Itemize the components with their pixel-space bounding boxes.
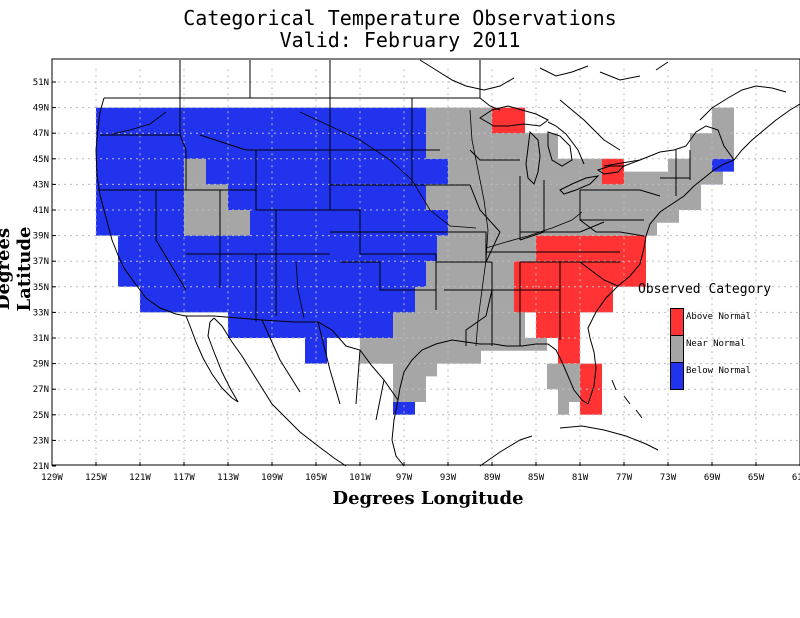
- columbia-river: [111, 111, 167, 135]
- y-tick-label: 25N: [33, 411, 49, 421]
- region-near-normal-7: [184, 158, 250, 236]
- lake-huron: [547, 131, 573, 167]
- x-tick-label: 77W: [616, 473, 633, 483]
- mexico-state-lines: [261, 319, 385, 421]
- x-tick-label: 65W: [748, 473, 765, 483]
- region-above-normal-10: [514, 235, 646, 415]
- mexico-gulf-coast: [391, 399, 405, 467]
- state-border-ne-ks: [330, 231, 436, 255]
- legend-label-near-normal: Near Normal: [686, 339, 746, 349]
- state-border-new-england: [660, 150, 691, 196]
- mississippi-river: [469, 109, 489, 347]
- missouri-river: [299, 111, 477, 229]
- ohio-river: [485, 211, 583, 249]
- x-tick-label: 93W: [440, 473, 457, 483]
- legend-title: Observed Category: [638, 282, 772, 297]
- hudson-bay-shore: [419, 59, 515, 91]
- state-border-va-wv: [579, 219, 645, 237]
- y-tick-label: 49N: [33, 104, 49, 114]
- us-mexico-border: [186, 315, 399, 401]
- state-border-co: [276, 209, 361, 254]
- y-tick-label: 41N: [33, 206, 49, 216]
- y-tick-label: 51N: [33, 78, 49, 88]
- state-border-sc: [579, 261, 619, 287]
- lake-erie: [559, 175, 600, 195]
- maritimes-coast: [733, 103, 800, 161]
- labrador-coast: [699, 85, 787, 121]
- y-tick-label: 31N: [33, 334, 49, 344]
- y-tick-label: 23N: [33, 436, 49, 446]
- legend: Observed Category Above Normal Near Norm…: [638, 282, 798, 390]
- x-tick-label: 129W: [41, 473, 63, 483]
- gulf-coastline: [397, 339, 589, 405]
- x-tick-label: 81W: [572, 473, 589, 483]
- legend-label-above-normal: Above Normal: [686, 312, 752, 322]
- canada-province-lines: [179, 60, 621, 151]
- x-tick-label: 73W: [660, 473, 677, 483]
- region-above-normal-9: [602, 158, 624, 185]
- baja-inner-coast: [207, 317, 239, 403]
- x-tick-label: 113W: [217, 473, 239, 483]
- x-tick-label: 121W: [129, 473, 151, 483]
- x-tick-label: 109W: [261, 473, 283, 483]
- lake-michigan: [525, 130, 541, 185]
- y-tick-label: 39N: [33, 232, 49, 242]
- legend-swatch-above-normal: [670, 308, 684, 336]
- x-tick-label: 117W: [173, 473, 195, 483]
- pacific-coastline: [95, 97, 239, 403]
- y-tick-label: 45N: [33, 155, 49, 165]
- x-tick-label: 61W: [792, 473, 800, 483]
- region-above-normal-8: [492, 107, 525, 134]
- legend-label-below-normal: Below Normal: [686, 366, 752, 376]
- x-tick-label: 97W: [396, 473, 413, 483]
- y-tick-label: 27N: [33, 385, 49, 395]
- x-tick-label: 89W: [484, 473, 501, 483]
- x-tick-label: 85W: [528, 473, 545, 483]
- x-axis-label: Degrees Longitude: [332, 488, 524, 509]
- y-tick-label: 21N: [33, 462, 49, 472]
- y-tick-label: 29N: [33, 360, 49, 370]
- state-border-dakotas: [329, 98, 412, 210]
- y-tick-label: 33N: [33, 308, 49, 318]
- x-tick-label: 125W: [85, 473, 107, 483]
- state-border-ut-co-az-nm: [186, 210, 330, 322]
- state-border-mt-wy: [199, 134, 330, 151]
- chart-subtitle: Valid: February 2011: [279, 28, 521, 52]
- state-border-id-west: [179, 98, 187, 190]
- y-tick-label: 47N: [33, 129, 49, 139]
- chart-title: Categorical Temperature Observations: [183, 6, 617, 30]
- y-axis-label: Degrees Latitude: [0, 226, 35, 312]
- legend-swatch-near-normal: [670, 335, 684, 363]
- atlantic-coastline: [587, 159, 735, 405]
- cuba-coast: [559, 425, 659, 451]
- state-border-wi-il: [469, 149, 520, 263]
- us-canada-border: [104, 97, 735, 167]
- x-tick-label: 105W: [305, 473, 327, 483]
- x-tick-label: 101W: [349, 473, 371, 483]
- bahamas: [611, 379, 643, 419]
- yucatan-coast: [479, 435, 533, 467]
- state-border-mn-ia: [411, 98, 470, 186]
- map-frame: [51, 58, 800, 466]
- state-border-ms-al-ga: [491, 261, 561, 346]
- rio-grande: [295, 261, 305, 319]
- y-tick-label: 37N: [33, 257, 49, 267]
- state-border-ca-nv: [155, 190, 187, 291]
- lake-ontario: [596, 165, 626, 175]
- northern-coast-fragments: [539, 61, 669, 81]
- lake-superior: [479, 105, 549, 127]
- mexico-west-coast: [213, 317, 347, 467]
- legend-swatch-below-normal: [670, 362, 684, 390]
- x-tick-label: 69W: [704, 473, 721, 483]
- y-tick-label: 43N: [33, 180, 49, 190]
- y-tick-label: 35N: [33, 283, 49, 293]
